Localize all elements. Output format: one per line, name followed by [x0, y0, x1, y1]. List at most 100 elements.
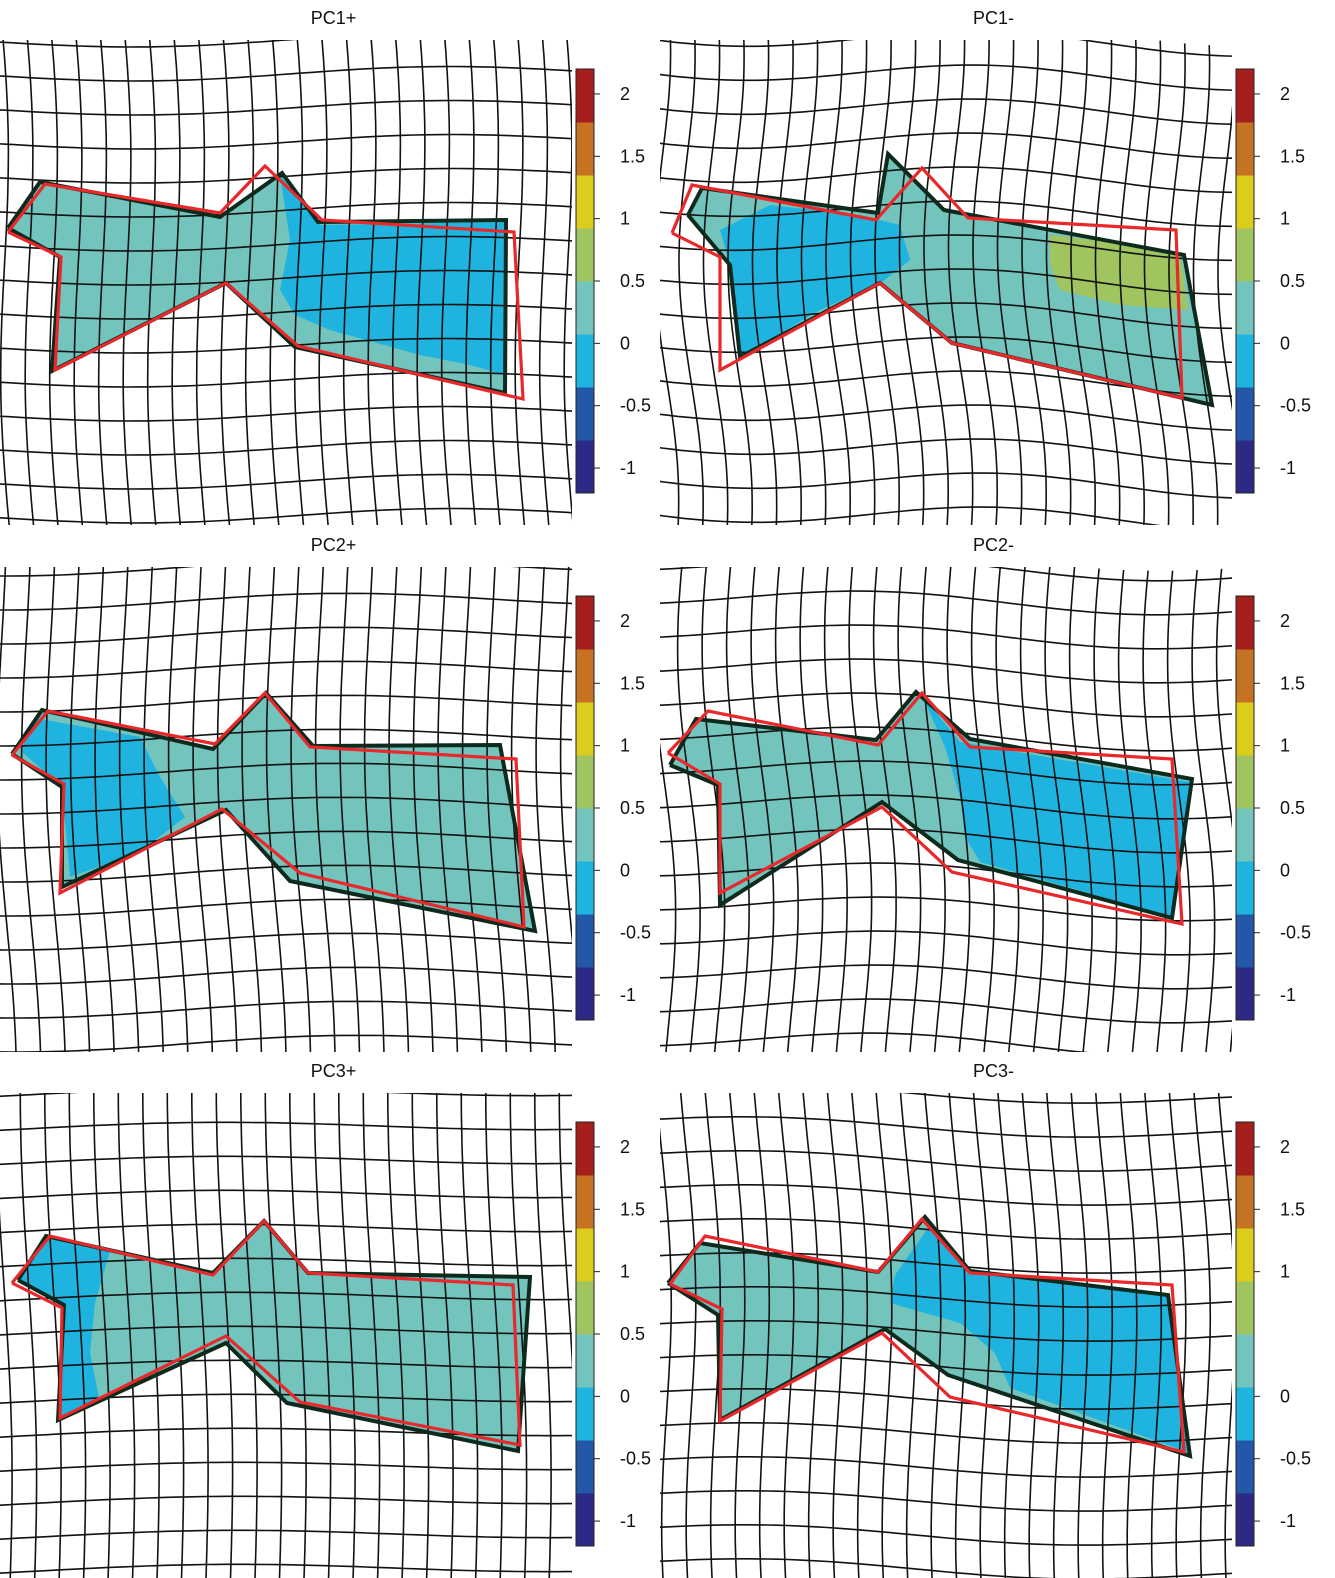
deformation-grid-plot: 21.510.50-0.5-1 [660, 0, 1327, 525]
colorbar-tick-label: -0.5 [1280, 923, 1311, 943]
grid-line [0, 967, 608, 984]
colorbar: 21.510-0.5-1 [1236, 1122, 1311, 1547]
grid-line [0, 1462, 608, 1471]
grid-line [540, 25, 550, 525]
grid-line [660, 439, 1272, 464]
colorbar-bin [1236, 1387, 1254, 1441]
grid-line [0, 1564, 606, 1573]
colorbar-bin [1236, 1493, 1254, 1547]
grid-line [0, 559, 601, 576]
colorbar-bin [1236, 914, 1254, 968]
grid-line [1218, 1088, 1235, 1578]
colorbar-tick-label: 1.5 [1280, 1199, 1305, 1219]
grid-line [660, 31, 1266, 56]
colorbar-bin [576, 755, 594, 809]
colorbar-bin [576, 596, 594, 650]
colorbar-bin [1236, 122, 1254, 176]
colorbar-bin [1236, 440, 1254, 494]
shape-group [8, 173, 506, 393]
grid-line [0, 441, 599, 456]
colorbar-tick-label: 1 [620, 736, 630, 756]
colorbar-bin [576, 440, 594, 494]
colorbar-bin [576, 175, 594, 229]
colorbar-bin [576, 1228, 594, 1282]
grid-line [22, 566, 41, 1052]
grid-line [0, 933, 605, 950]
colorbar-bin [1236, 387, 1254, 441]
grid-line [0, 627, 597, 644]
colorbar-tick-label: 0 [620, 1386, 630, 1406]
grid-line [704, 36, 728, 525]
grid-line [660, 659, 1249, 683]
colorbar-bin [1236, 69, 1254, 123]
colorbar-tick-label: -1 [1280, 985, 1296, 1005]
colorbar-tick-label: 2 [620, 84, 630, 104]
colorbar-bin [576, 914, 594, 968]
colorbar-bin [1236, 334, 1254, 388]
grid-line [1192, 570, 1215, 1052]
colorbar-tick-label: 1.5 [620, 673, 645, 693]
grid-line [660, 133, 1259, 158]
deformation-grid-plot: 21.510-0.5-1 [660, 1053, 1327, 1578]
colorbar-bin [1236, 1122, 1254, 1176]
colorbar-bin [576, 387, 594, 441]
colorbar-bin [576, 281, 594, 335]
colorbar-tick-label: 0 [620, 333, 630, 353]
colorbar-tick-label: 0 [620, 860, 630, 880]
colorbar-tick-label: 1.5 [620, 1199, 645, 1219]
grid-line [0, 33, 599, 48]
colorbar-bin [1236, 702, 1254, 756]
colorbar-tick-label: -0.5 [1280, 1449, 1311, 1469]
grid-line [660, 625, 1249, 649]
colorbar: 21.510.50-0.5-1 [1236, 69, 1311, 494]
colorbar-tick-label: -1 [620, 985, 636, 1005]
colorbar-tick-label: -1 [1280, 1511, 1296, 1531]
colorbar-tick-label: 1.5 [1280, 673, 1305, 693]
colorbar-tick-label: 1 [620, 1262, 630, 1282]
grid-line [660, 1151, 1257, 1171]
deformation-grid-plot: 2 1.5 1 0.5 0 -0.5 -1 [660, 527, 1327, 1052]
colorbar-bin [1236, 808, 1254, 862]
colorbar-tick-label: 2 [1280, 1137, 1290, 1157]
grid-line [660, 32, 679, 525]
colorbar-tick-label: 2 [1280, 611, 1290, 631]
grid-line [0, 407, 597, 422]
colorbar-bin [1236, 1281, 1254, 1335]
colorbar-bin [576, 808, 594, 862]
colorbar-bin [1236, 596, 1254, 650]
colorbar-bin [1236, 967, 1254, 1021]
grid-line [0, 1035, 612, 1052]
shape-group [18, 1221, 530, 1451]
colorbar-tick-label: 0.5 [620, 1324, 645, 1344]
grid-line [0, 1224, 596, 1233]
grid-line [0, 1156, 593, 1165]
grid-line [1194, 45, 1218, 525]
colorbar-tick-label: 1.5 [620, 146, 645, 166]
colorbar-tick-label: 0.5 [1280, 271, 1305, 291]
colorbar-bin [576, 122, 594, 176]
colorbar-bin [1236, 1175, 1254, 1229]
deformation-grid-plot: 21.510.50-0.5-1 [0, 0, 667, 525]
grid-line [660, 1075, 671, 1578]
colorbar-tick-label: 0.5 [1280, 798, 1305, 818]
grid-line [0, 1001, 610, 1018]
grid-line [660, 167, 1255, 192]
colorbar-bin [1236, 649, 1254, 703]
deformation-grid-plot: 21.510.50-0.5-1 [0, 1053, 667, 1578]
grid-line [0, 593, 599, 610]
colorbar-tick-label: 1 [1280, 736, 1290, 756]
colorbar-tick-label: -1 [620, 458, 636, 478]
grid-line [660, 693, 1251, 717]
colorbar-tick-label: 0 [1280, 860, 1290, 880]
colorbar-bin [1236, 1334, 1254, 1388]
grid-line [0, 1088, 591, 1097]
colorbar-bin [576, 228, 594, 282]
grid-line [0, 1530, 607, 1539]
colorbar: 21.510.50-0.5-1 [576, 1122, 651, 1547]
colorbar-bin [576, 649, 594, 703]
colorbar: 21.510.50-0.5-1 [576, 69, 651, 494]
colorbar-bin [1236, 755, 1254, 809]
grid-line [660, 1083, 1251, 1103]
